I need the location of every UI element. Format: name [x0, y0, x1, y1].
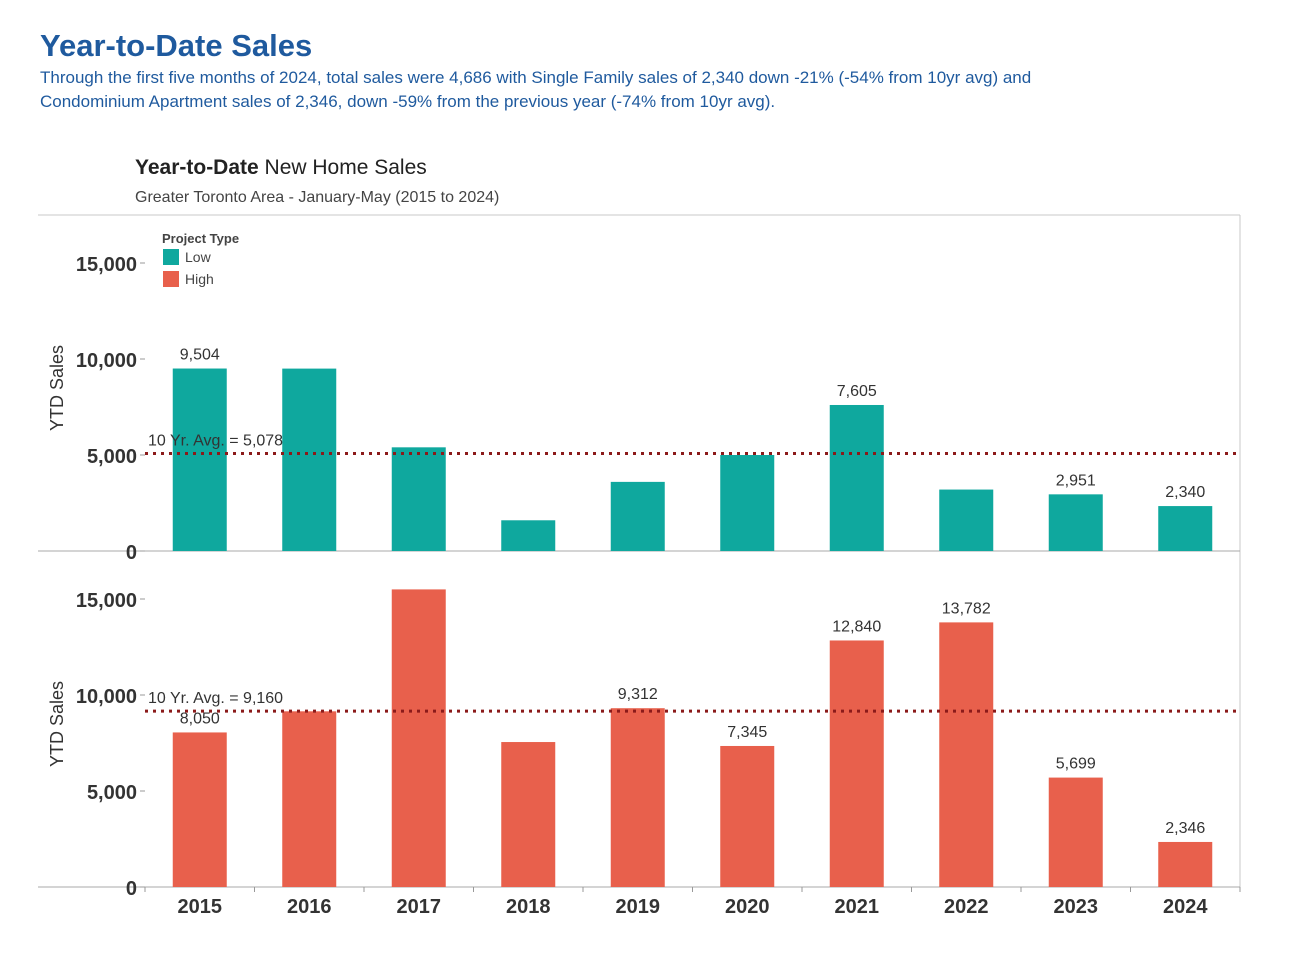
bar-high-2018	[501, 742, 556, 887]
data-label: 7,345	[727, 724, 767, 741]
y-tick-label: 15,000	[76, 590, 137, 612]
y-axis-label: YTD Sales	[47, 681, 67, 767]
bar-low-2023	[1048, 494, 1103, 551]
bar-low-2015	[172, 368, 227, 551]
data-label: 13,782	[942, 600, 991, 617]
legend-swatch-high	[163, 271, 179, 287]
page-title: Year-to-Date Sales	[40, 28, 313, 63]
legend-swatch-low	[163, 249, 179, 265]
bar-low-2017	[391, 447, 446, 551]
legend-title: Project Type	[162, 231, 239, 246]
data-label: 12,840	[832, 618, 881, 635]
page-subtitle: Through the first five months of 2024, t…	[40, 68, 1032, 111]
y-axis-label: YTD Sales	[47, 345, 67, 431]
x-tick-label: 2020	[725, 896, 770, 918]
data-label: 2,346	[1165, 820, 1205, 837]
x-tick-label: 2015	[178, 896, 223, 918]
bar-high-2020	[720, 745, 775, 887]
bar-high-2024	[1158, 841, 1213, 887]
data-label: 9,312	[618, 686, 658, 703]
bar-low-2018	[501, 520, 556, 551]
chart-title: Year-to-Date New Home Sales	[135, 156, 427, 179]
bar-high-2017	[391, 589, 446, 887]
y-tick-label: 15,000	[76, 254, 137, 276]
legend-label-low: Low	[185, 249, 212, 265]
data-label: 8,050	[180, 710, 220, 727]
data-label: 9,504	[180, 347, 220, 364]
chart-subtitle: Greater Toronto Area - January-May (2015…	[135, 189, 499, 206]
x-tick-label: 2019	[616, 896, 661, 918]
y-tick-label: 10,000	[76, 350, 137, 372]
bar-low-2020	[720, 455, 775, 551]
y-tick-label: 5,000	[87, 446, 137, 468]
bar-high-2022	[939, 622, 994, 887]
panel-low: 0 5,000 10,000 15,000 YTD Sales 10 Yr. Avg. =…	[38, 254, 1240, 564]
x-tick-label: 2017	[397, 896, 442, 918]
bar-low-2024	[1158, 506, 1213, 551]
average-label: 10 Yr. Avg. = 5,078	[148, 433, 283, 450]
bar-low-2016	[282, 368, 337, 551]
bar-low-2021	[829, 404, 884, 551]
bar-high-2021	[829, 640, 884, 887]
bar-low-2022	[939, 489, 994, 551]
data-label: 2,340	[1165, 484, 1205, 501]
legend-label-high: High	[185, 271, 214, 287]
x-tick-label: 2021	[835, 896, 880, 918]
x-tick-label: 2018	[506, 896, 551, 918]
x-tick-label: 2022	[944, 896, 989, 918]
bar-high-2015	[172, 732, 227, 887]
x-tick-label: 2016	[287, 896, 332, 918]
y-tick-label: 0	[126, 542, 137, 564]
panel-high: 0 5,000 10,000 15,000 YTD Sales 10 Yr. Avg. =…	[38, 589, 1240, 900]
average-label: 10 Yr. Avg. = 9,160	[148, 690, 283, 707]
data-label: 5,699	[1056, 756, 1096, 773]
legend: Project Type Low High	[162, 231, 239, 287]
y-tick-label: 0	[126, 878, 137, 900]
bar-high-2023	[1048, 777, 1103, 887]
x-tick-label: 2023	[1054, 896, 1099, 918]
bar-high-2016	[282, 711, 337, 887]
data-label: 2,951	[1056, 472, 1096, 489]
chart-title-rest: New Home Sales	[259, 156, 427, 179]
y-tick-label: 10,000	[76, 686, 137, 708]
bar-low-2019	[610, 481, 665, 551]
x-tick-label: 2024	[1163, 896, 1208, 918]
chart-title-bold: Year-to-Date	[135, 156, 259, 179]
bar-high-2019	[610, 708, 665, 887]
data-label: 7,605	[837, 383, 877, 400]
y-tick-label: 5,000	[87, 782, 137, 804]
